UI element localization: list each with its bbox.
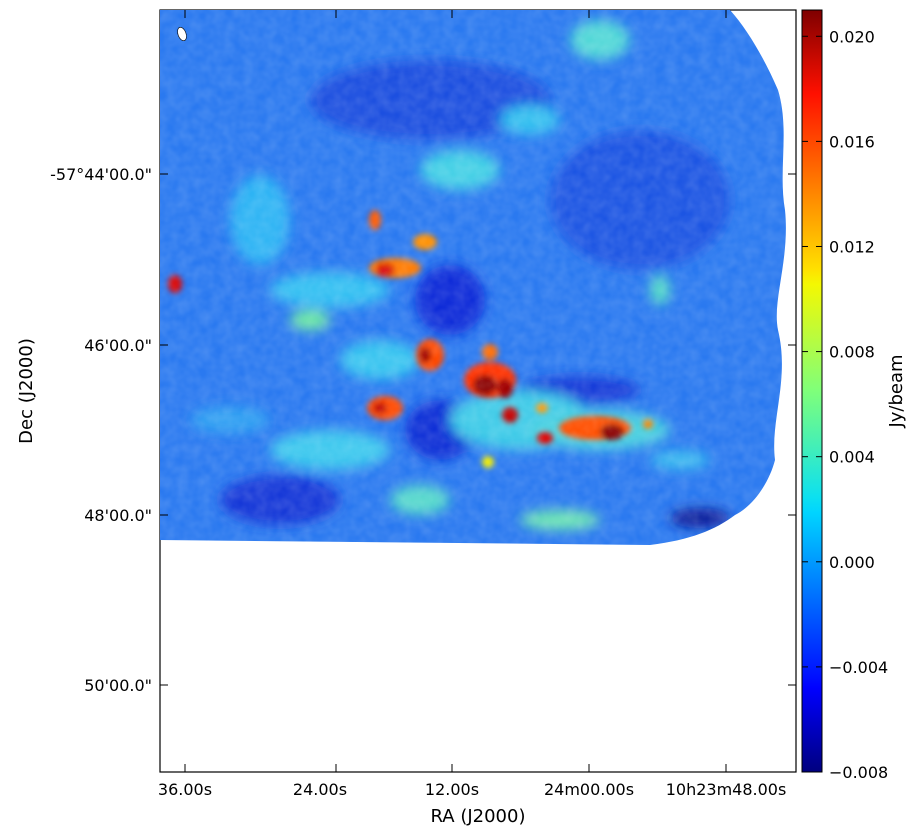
colorbar-tick-label: 0.012 — [829, 237, 875, 256]
colorbar-tick-label: 0.020 — [829, 27, 875, 46]
y-tick-label: 46'00.0" — [84, 336, 152, 355]
colorbar-tick-label: −0.008 — [829, 763, 888, 782]
colorbar: 0.020 0.016 0.012 0.008 0.004 0.000 −0.004 −0.0… — [801, 9, 907, 782]
y-tick-label: 50'00.0" — [84, 676, 152, 695]
emission-map — [160, 10, 786, 545]
colorbar-tick-label: −0.004 — [829, 658, 888, 677]
x-tick-label: 10h23m48.00s — [666, 780, 787, 799]
colorbar-tick-label: 0.016 — [829, 132, 875, 151]
y-tick-label: 48'00.0" — [84, 506, 152, 525]
colorbar-ticks: 0.020 0.016 0.012 0.008 0.004 0.000 −0.004 −0.0… — [802, 27, 888, 782]
y-axis: -57°44'00.0" 46'00.0" 48'00.0" 50'00.0" … — [16, 165, 796, 695]
x-tick-label: 12.00s — [425, 780, 479, 799]
colorbar-tick-label: 0.008 — [829, 343, 875, 362]
colorbar-tick-label: 0.004 — [829, 448, 875, 467]
x-tick-label: 24.00s — [293, 780, 347, 799]
colorbar-label: Jy/beam — [886, 354, 907, 428]
colorbar-gradient — [801, 9, 823, 773]
x-tick-label: 24m00.00s — [544, 780, 634, 799]
y-tick-label: -57°44'00.0" — [50, 165, 152, 184]
colorbar-tick-label: 0.000 — [829, 553, 875, 572]
x-axis-label: RA (J2000) — [431, 806, 526, 827]
x-tick-label: 36.00s — [158, 780, 212, 799]
x-axis: 36.00s 24.00s 12.00s 24m00.00s 10h23m48.… — [158, 10, 786, 827]
y-axis-label: Dec (J2000) — [16, 338, 37, 444]
